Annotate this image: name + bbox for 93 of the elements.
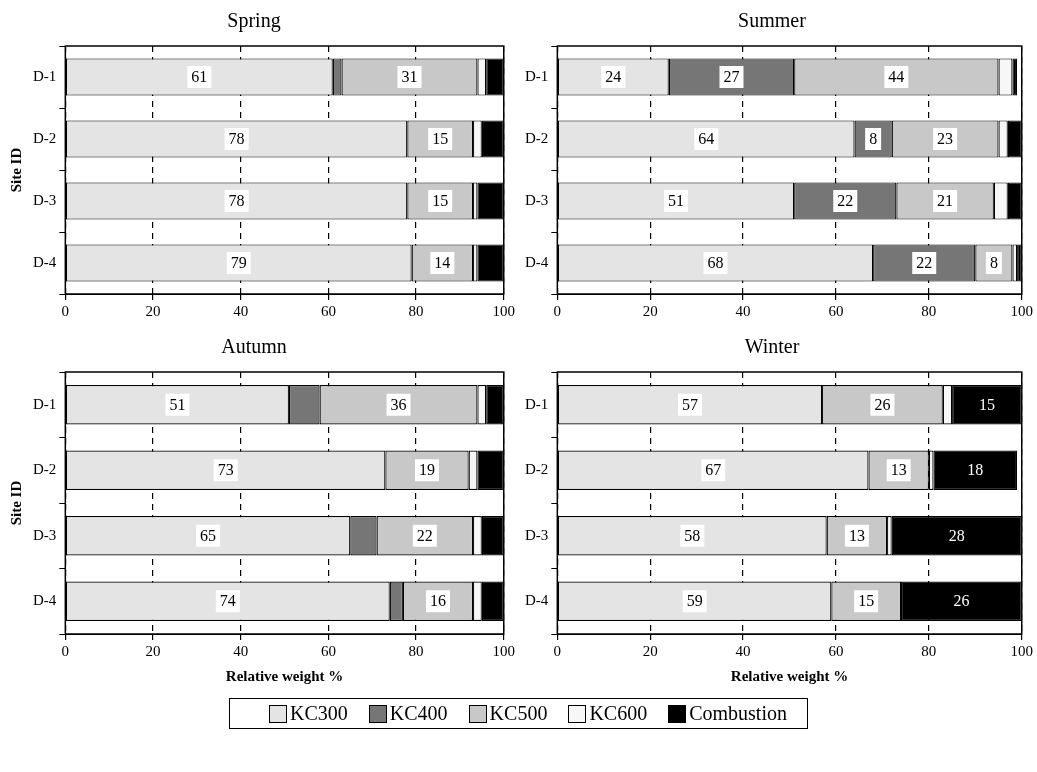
- y-tick-label: D-2: [525, 461, 549, 478]
- x-tick-label: 60: [828, 642, 844, 659]
- chart-title: Winter: [744, 335, 800, 358]
- y-tick-label: D-1: [525, 395, 549, 412]
- x-tick-label: 20: [145, 302, 161, 319]
- data-label: 73: [217, 461, 234, 479]
- y-tick-label: D-3: [33, 526, 57, 543]
- chart-title: Summer: [738, 9, 807, 32]
- y-tick-label: D-1: [525, 67, 549, 84]
- data-label: 78: [228, 192, 245, 210]
- data-label: 15: [858, 592, 875, 610]
- x-tick-label: 60: [320, 642, 336, 659]
- data-label: 19: [419, 461, 436, 479]
- x-tick-label: 40: [233, 302, 249, 319]
- x-tick-label: 0: [61, 302, 70, 319]
- x-tick-label: 80: [408, 642, 424, 659]
- chart-title: Autumn: [221, 335, 287, 358]
- data-label: 74: [219, 592, 236, 610]
- data-label: 58: [684, 526, 701, 544]
- data-label: 57: [681, 395, 698, 413]
- y-tick-label: D-4: [525, 592, 549, 609]
- legend-label: KC500: [489, 702, 548, 725]
- x-tick-label: 100: [1010, 642, 1033, 659]
- data-label: 68: [707, 254, 724, 272]
- data-label: 16: [429, 592, 446, 610]
- y-tick-label: D-1: [33, 395, 57, 412]
- y-tick-label: D-4: [33, 253, 57, 270]
- x-tick-label: 100: [1010, 302, 1033, 319]
- data-label: 27: [723, 68, 740, 86]
- data-label: 13: [848, 526, 865, 544]
- data-label: 8: [869, 130, 878, 148]
- x-tick-label: 40: [735, 642, 751, 659]
- x-tick-label: 20: [642, 302, 658, 319]
- x-tick-label: 100: [492, 642, 515, 659]
- data-label: 61: [191, 68, 208, 86]
- x-tick-label: 80: [408, 302, 424, 319]
- x-tick-label: 0: [553, 642, 562, 659]
- x-tick-label: 20: [642, 642, 658, 659]
- y-tick-label: D-3: [525, 526, 549, 543]
- x-tick-label: 40: [735, 302, 751, 319]
- x-tick-label: 20: [145, 642, 161, 659]
- data-label: 13: [890, 461, 907, 479]
- legend-label: KC300: [290, 702, 348, 725]
- data-label: 26: [953, 592, 970, 610]
- data-label: 51: [668, 192, 685, 210]
- y-tick-label: D-4: [525, 253, 549, 270]
- y-tick-label: D-3: [525, 191, 549, 208]
- y-tick-label: D-3: [33, 191, 57, 208]
- chart-title: Spring: [227, 9, 281, 33]
- x-tick-label: 0: [61, 642, 70, 659]
- legend-label: KC600: [589, 702, 648, 725]
- data-label: 44: [888, 68, 905, 86]
- x-axis-title: Relative weight %: [730, 667, 849, 684]
- x-tick-label: 60: [828, 302, 844, 319]
- data-label: 21: [937, 192, 954, 210]
- data-label: 51: [169, 395, 186, 413]
- x-tick-label: 40: [233, 642, 249, 659]
- x-tick-label: 0: [553, 302, 562, 319]
- data-label: 67: [705, 461, 722, 479]
- data-label: 79: [230, 254, 247, 272]
- data-label: 59: [686, 592, 703, 610]
- data-label: 22: [916, 254, 933, 272]
- x-axis-title: Relative weight %: [225, 667, 344, 684]
- data-label: 36: [390, 395, 407, 413]
- data-label: 31: [401, 68, 418, 86]
- data-label: 64: [698, 130, 715, 148]
- y-tick-label: D-1: [33, 67, 57, 84]
- data-label: 78: [228, 130, 245, 148]
- data-label: 65: [200, 526, 217, 544]
- x-tick-label: 60: [320, 302, 336, 319]
- data-label: 15: [432, 130, 449, 148]
- x-tick-label: 100: [492, 302, 515, 319]
- y-tick-label: D-4: [33, 592, 57, 609]
- y-axis-title: Site ID: [7, 147, 24, 193]
- y-tick-label: D-2: [33, 461, 57, 478]
- legend-label: Combustion: [689, 702, 787, 725]
- data-label: 18: [967, 461, 984, 479]
- data-label: 28: [948, 526, 965, 544]
- data-label: 15: [978, 395, 995, 413]
- data-label: 15: [432, 192, 449, 210]
- data-label: 22: [837, 192, 854, 210]
- data-label: 23: [937, 130, 954, 148]
- data-label: 24: [605, 68, 622, 86]
- data-label: 22: [416, 526, 433, 544]
- data-label: 8: [989, 254, 998, 272]
- data-label: 26: [874, 395, 891, 413]
- y-tick-label: D-2: [33, 129, 57, 146]
- x-tick-label: 80: [921, 302, 937, 319]
- legend-label: KC400: [389, 702, 448, 725]
- data-label: 14: [434, 254, 451, 272]
- x-tick-label: 80: [921, 642, 937, 659]
- y-axis-title: Site ID: [7, 480, 24, 526]
- y-tick-label: D-2: [525, 129, 549, 146]
